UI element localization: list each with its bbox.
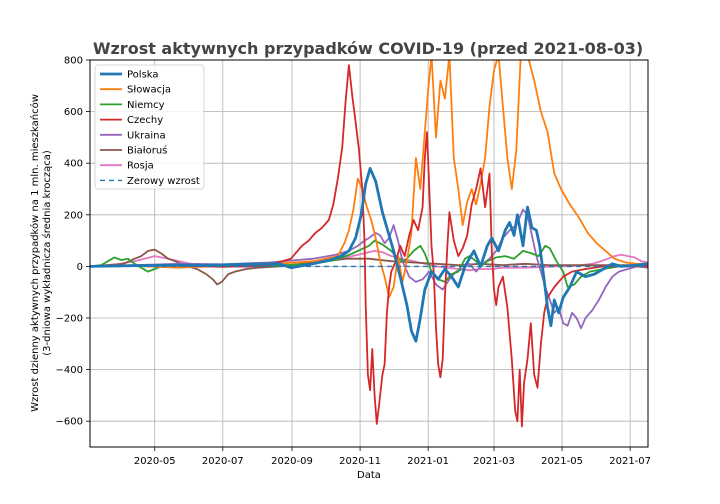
series-line-4: [90, 208, 648, 330]
legend-label-0: Polska: [127, 70, 159, 81]
chart-title: Wzrost aktywnych przypadków COVID-19 (pr…: [93, 39, 643, 58]
series-line-5: [90, 248, 648, 286]
x-tick-label: 2020-05: [134, 456, 176, 467]
series-line-0: [90, 167, 648, 343]
y-tick-label: −400: [56, 365, 83, 376]
x-axis-label: Data: [357, 470, 381, 481]
y-tick-label: 400: [64, 159, 83, 170]
x-tick-label: 2021-03: [473, 456, 515, 467]
legend-label-6: Rosja: [127, 161, 154, 172]
x-tick-label: 2020-07: [202, 456, 244, 467]
y-tick-label: −600: [56, 417, 83, 428]
legend-label-7: Zerowy wzrost: [127, 176, 200, 187]
y-tick-label: −200: [56, 314, 83, 325]
x-tick-label: 2021-01: [407, 456, 449, 467]
legend-label-2: Niemcy: [127, 100, 165, 111]
y-tick-label: 200: [64, 210, 83, 221]
x-tick-label: 2021-05: [541, 456, 583, 467]
legend-label-1: Słowacja: [127, 85, 171, 96]
series-line-1: [90, 60, 648, 299]
legend: Polska Słowacja Niemcy Czechy Ukraina Białoru…: [94, 64, 205, 190]
plot-frame: [89, 59, 649, 448]
y-tick-label: 800: [64, 56, 83, 67]
x-tick-label: 2020-11: [339, 456, 381, 467]
ticks: −600 −400 −200 0 200 400 600 800 2020-05 2020-07 2…: [56, 56, 652, 468]
y-tick-label: 0: [77, 262, 83, 273]
y-axis-label-line2: (3-dniowa wykładnicza średnia krocząca): [41, 150, 53, 356]
legend-label-3: Czechy: [127, 115, 163, 126]
y-tick-label: 600: [64, 107, 83, 118]
x-tick-label: 2020-09: [271, 456, 313, 467]
series-line-3: [90, 64, 648, 428]
legend-box: [94, 64, 205, 190]
x-tick-label: 2021-07: [609, 456, 651, 467]
legend-label-5: Białoruś: [127, 145, 167, 157]
series-layer: [90, 60, 648, 428]
series-line-2: [90, 239, 648, 288]
y-axis-label-line1: Wzrost dzienny aktywnych przypadków na 1…: [29, 94, 41, 412]
legend-label-4: Ukraina: [127, 130, 166, 141]
